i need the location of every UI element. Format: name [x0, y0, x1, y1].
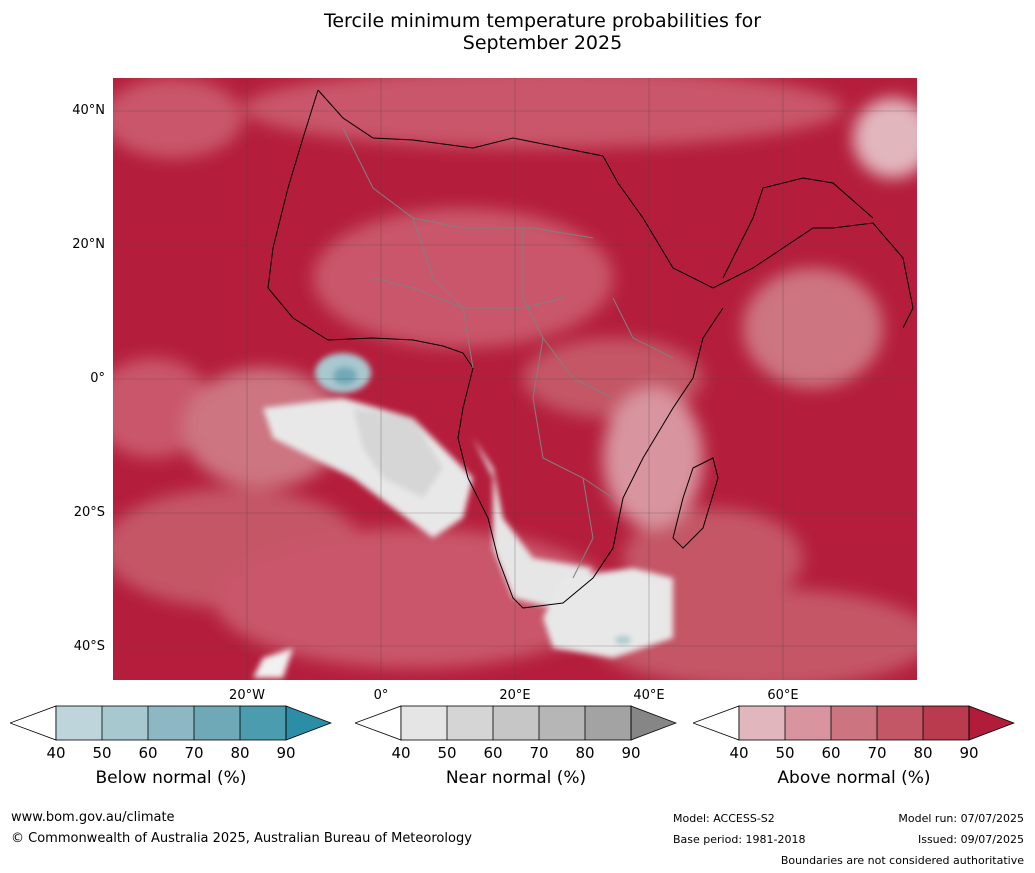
- tick-label: 90: [276, 744, 295, 762]
- footer-issued: Issued: 09/07/2025: [918, 833, 1024, 846]
- tick-label: 80: [230, 744, 249, 762]
- lon-label-20e: 20°E: [499, 688, 530, 703]
- footer-base-period: Base period: 1981-2018: [673, 833, 805, 846]
- tick-label: 70: [184, 744, 203, 762]
- colorbar-above-title: Above normal (%): [739, 768, 969, 788]
- footer-disclaimer: Boundaries are not considered authoritat…: [781, 854, 1024, 867]
- lat-label-20s: 20°S: [74, 505, 105, 520]
- colorbar-below-title: Below normal (%): [56, 768, 286, 788]
- footer-model: Model: ACCESS-S2: [673, 812, 775, 825]
- title-line-2: September 2025: [0, 32, 1035, 54]
- title-line-1: Tercile minimum temperature probabilitie…: [0, 10, 1035, 32]
- footer-model-run: Model run: 07/07/2025: [898, 812, 1024, 825]
- tick-label: 50: [775, 744, 794, 762]
- tick-label: 40: [729, 744, 748, 762]
- footer-copyright: © Commonwealth of Australia 2025, Austra…: [11, 831, 472, 846]
- tick-label: 50: [437, 744, 456, 762]
- probability-map: [113, 78, 917, 680]
- tick-label: 70: [529, 744, 548, 762]
- colorbar-below-normal: [10, 705, 332, 743]
- tick-label: 60: [138, 744, 157, 762]
- lon-label-20w: 20°W: [229, 688, 265, 703]
- tick-label: 80: [575, 744, 594, 762]
- colorbar-above-normal: [693, 705, 1015, 743]
- tick-label: 90: [959, 744, 978, 762]
- tick-label: 50: [92, 744, 111, 762]
- lat-label-40s: 40°S: [74, 639, 105, 654]
- tick-label: 40: [46, 744, 65, 762]
- tick-label: 70: [867, 744, 886, 762]
- footer-url[interactable]: www.bom.gov.au/climate: [11, 810, 175, 825]
- colorbar-near-title: Near normal (%): [401, 768, 631, 788]
- tick-label: 90: [621, 744, 640, 762]
- lon-label-40e: 40°E: [633, 688, 664, 703]
- tick-label: 80: [913, 744, 932, 762]
- lat-label-20n: 20°N: [72, 237, 105, 252]
- lat-label-0: 0°: [90, 371, 105, 386]
- tick-label: 60: [821, 744, 840, 762]
- lon-label-0: 0°: [374, 688, 389, 703]
- lon-label-60e: 60°E: [767, 688, 798, 703]
- lat-label-40n: 40°N: [72, 103, 105, 118]
- tick-label: 40: [391, 744, 410, 762]
- tick-label: 60: [483, 744, 502, 762]
- map-title: Tercile minimum temperature probabilitie…: [0, 10, 1035, 54]
- colorbar-near-normal: [355, 705, 677, 743]
